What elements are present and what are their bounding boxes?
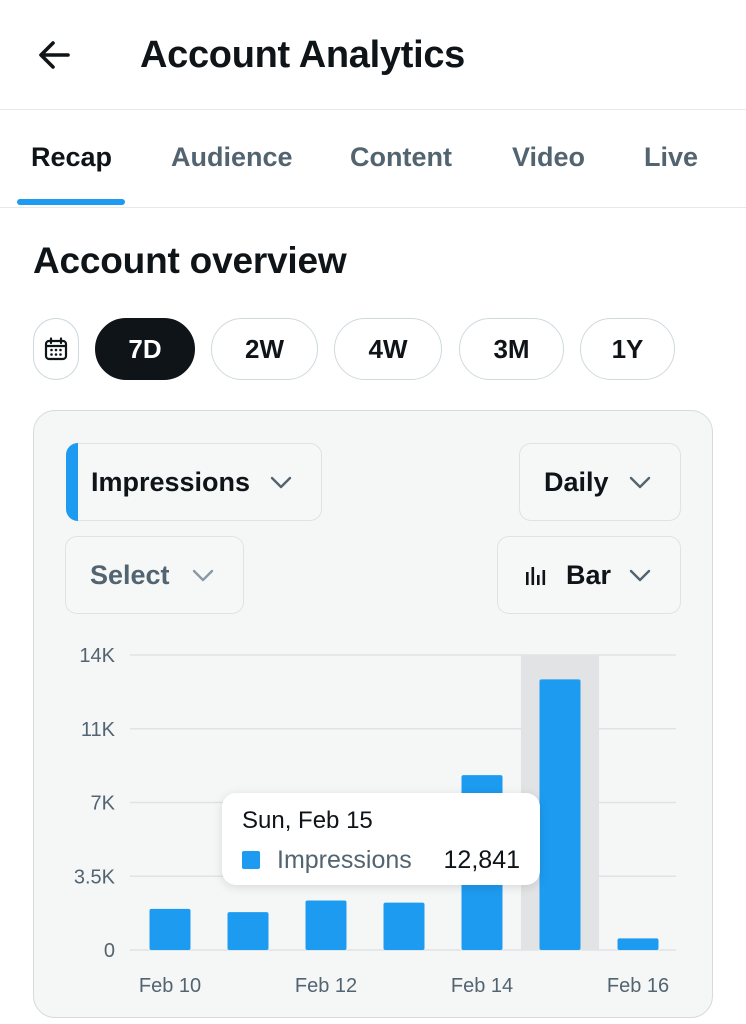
metric-dropdown-label: Impressions — [91, 466, 251, 497]
compare-dropdown[interactable]: Select — [65, 536, 244, 614]
range-2w-button[interactable]: 2W — [211, 318, 318, 380]
chevron-down-icon — [192, 569, 214, 582]
chevron-down-icon — [270, 476, 292, 489]
tooltip-series-name: Impressions — [277, 846, 412, 874]
tab-live[interactable]: Live — [644, 142, 699, 172]
chevron-down-icon — [629, 569, 651, 582]
section-title: Account overview — [33, 240, 347, 281]
tab-content[interactable]: Content — [350, 142, 452, 172]
arrow-left-icon[interactable] — [34, 34, 76, 76]
calendar-icon — [44, 337, 68, 361]
metric-color-indicator — [66, 443, 78, 521]
tooltip-series-swatch — [242, 851, 260, 869]
interval-dropdown-label: Daily — [544, 466, 609, 497]
active-tab-indicator — [17, 199, 125, 205]
compare-dropdown-label: Select — [90, 559, 170, 590]
tab-audience[interactable]: Audience — [171, 142, 293, 172]
chart-type-dropdown[interactable]: Bar — [497, 536, 681, 614]
range-3m-button[interactable]: 3M — [459, 318, 564, 380]
metric-dropdown[interactable]: Impressions — [66, 443, 322, 521]
tooltip-value: 12,841 — [443, 846, 520, 874]
page-title: Account Analytics — [140, 34, 466, 76]
range-4w-button[interactable]: 4W — [334, 318, 442, 380]
tab-video[interactable]: Video — [512, 142, 586, 172]
interval-dropdown[interactable]: Daily — [519, 443, 681, 521]
calendar-button[interactable] — [33, 318, 79, 380]
chart-tooltip: Sun, Feb 15 Impressions 12,841 — [222, 793, 540, 885]
tab-bar: Recap Audience Content Video Live — [0, 110, 746, 208]
chevron-down-icon — [629, 476, 651, 489]
bar-chart-icon — [526, 567, 546, 585]
app-header: Account Analytics — [0, 0, 746, 110]
tooltip-date: Sun, Feb 15 — [242, 807, 373, 834]
tab-recap[interactable]: Recap — [31, 142, 113, 172]
chart-type-dropdown-label: Bar — [566, 559, 612, 590]
date-range-selector: 7D 2W 4W 3M 1Y — [0, 318, 746, 380]
range-1y-button[interactable]: 1Y — [580, 318, 675, 380]
range-7d-button[interactable]: 7D — [95, 318, 195, 380]
